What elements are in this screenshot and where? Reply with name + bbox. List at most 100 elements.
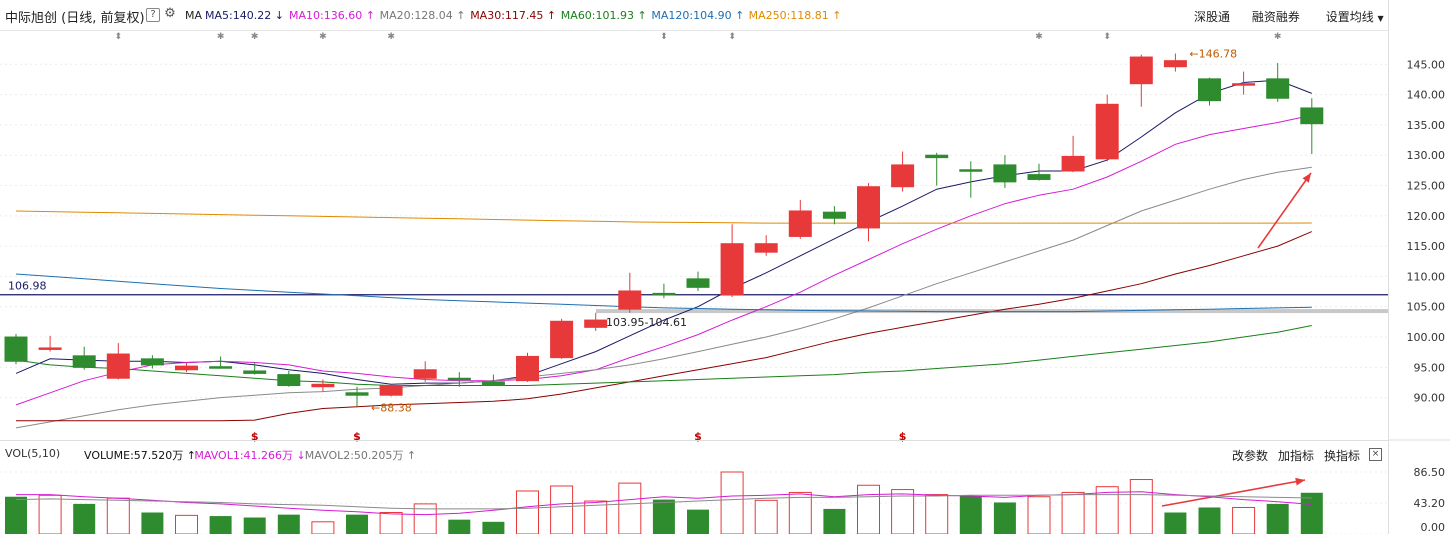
candle[interactable] xyxy=(618,272,642,313)
ma5-indicator: MA5:140.22 ↓ xyxy=(205,9,284,22)
chevron-down-icon: ▼ xyxy=(1377,14,1384,23)
dividend-marker[interactable]: $ xyxy=(899,430,907,443)
candle[interactable] xyxy=(1266,63,1290,102)
candle[interactable] xyxy=(243,362,267,375)
ma20-arrow-icon: ↑ xyxy=(452,9,466,22)
ma120-indicator: MA120:104.90 ↑ xyxy=(651,9,744,22)
hk-connect-button[interactable]: 深股通 xyxy=(1194,10,1231,24)
candle[interactable] xyxy=(1300,98,1324,154)
candle[interactable] xyxy=(788,200,812,239)
volume-bar xyxy=(413,503,437,534)
volume-bar xyxy=(482,521,505,534)
candle[interactable] xyxy=(413,361,437,382)
candle[interactable] xyxy=(925,152,949,186)
volume-bar xyxy=(823,508,846,534)
candle[interactable] xyxy=(277,370,301,387)
candle[interactable] xyxy=(891,151,915,192)
event-marker-top[interactable]: ⬍ xyxy=(1103,32,1111,42)
kline-chart[interactable]: 103.95-104.61 106.98 ←146.78 ←88.38 ⬍ ✱ ✱ ✱ ✱ ⬍ ⬍ ✱… xyxy=(0,0,1388,534)
close-icon[interactable]: × xyxy=(1369,448,1382,461)
candle[interactable] xyxy=(481,374,505,387)
price-mode: (日线, 前复权) xyxy=(61,11,145,26)
candle[interactable] xyxy=(584,312,608,331)
ma250-line xyxy=(15,210,1312,224)
ma120-value: MA120:104.90 xyxy=(651,9,732,22)
volume-bar xyxy=(1300,492,1323,534)
dividend-marker[interactable]: $ xyxy=(353,430,361,443)
candle[interactable] xyxy=(4,334,28,365)
ma-settings-button[interactable]: 设置均线 ▼ xyxy=(1326,10,1384,24)
candle[interactable] xyxy=(516,352,539,382)
candle[interactable] xyxy=(1027,163,1051,181)
candle[interactable] xyxy=(38,335,62,352)
volume-bar xyxy=(209,516,232,534)
candle[interactable] xyxy=(1129,54,1153,107)
candle[interactable] xyxy=(857,183,880,242)
candle[interactable] xyxy=(993,155,1017,188)
volume-bar xyxy=(1095,486,1119,534)
volume-bar xyxy=(652,499,675,534)
candle[interactable] xyxy=(209,356,233,369)
candle[interactable] xyxy=(1163,53,1187,72)
candle-body xyxy=(413,369,437,379)
volume-bar xyxy=(106,497,130,534)
candle-body xyxy=(481,381,505,387)
candle-body xyxy=(584,319,608,328)
candle[interactable] xyxy=(550,318,574,359)
event-marker-top[interactable]: ✱ xyxy=(251,32,259,42)
switch-indicator-button[interactable]: 换指标 xyxy=(1324,449,1361,463)
candle[interactable] xyxy=(1232,71,1256,95)
candle[interactable] xyxy=(447,372,471,387)
volume-bar xyxy=(1129,479,1153,534)
event-marker-top[interactable]: ✱ xyxy=(1035,32,1043,42)
add-indicator-button[interactable]: 加指标 xyxy=(1278,449,1315,463)
ma20-indicator: MA20:128.04 ↑ xyxy=(380,9,466,22)
event-marker-top[interactable]: ✱ xyxy=(217,32,225,42)
gear-icon[interactable]: ⚙ xyxy=(164,6,176,21)
event-marker-top[interactable]: ⬍ xyxy=(115,32,123,42)
mavol2-arrow-icon: ↑ xyxy=(403,449,417,462)
candle[interactable] xyxy=(175,362,198,373)
candle[interactable] xyxy=(106,343,130,380)
candle-body xyxy=(516,355,539,382)
candle[interactable] xyxy=(686,271,710,291)
dividend-marker[interactable]: $ xyxy=(694,430,702,443)
ma250-indicator: MA250:118.81 ↑ xyxy=(749,9,842,22)
event-marker-top[interactable]: ⬍ xyxy=(728,32,736,42)
mavol1-value: MAVOL1:41.266万 xyxy=(194,449,294,462)
candle[interactable] xyxy=(822,206,846,225)
candle[interactable] xyxy=(959,161,983,198)
event-marker-top[interactable]: ✱ xyxy=(319,32,327,42)
candle-body xyxy=(1266,78,1290,99)
event-marker-top[interactable]: ✱ xyxy=(1274,32,1282,42)
candle-body xyxy=(1232,83,1256,86)
candle-body xyxy=(652,292,676,296)
volume-value: VOLUME:57.520万 xyxy=(84,449,184,462)
candle[interactable] xyxy=(1095,94,1119,162)
ma5-arrow-icon: ↓ xyxy=(271,9,284,22)
mavol2-indicator: MAVOL2:50.205万 ↑ xyxy=(305,447,416,463)
event-marker-top[interactable]: ⬍ xyxy=(660,32,668,42)
candle-body xyxy=(72,355,96,368)
candle[interactable] xyxy=(1198,77,1221,106)
candle[interactable] xyxy=(754,235,778,256)
candle[interactable] xyxy=(140,355,164,369)
help-icon[interactable]: ? xyxy=(146,8,160,22)
dividend-marker[interactable]: $ xyxy=(251,430,259,443)
candle[interactable] xyxy=(311,379,335,392)
candle[interactable] xyxy=(379,384,403,397)
mavol1-indicator: MAVOL1:41.266万 ↓ xyxy=(194,447,305,463)
event-marker-top[interactable]: ✱ xyxy=(387,32,395,42)
candle[interactable] xyxy=(1061,135,1085,173)
candle[interactable] xyxy=(720,224,744,298)
candle-body xyxy=(1300,107,1324,125)
margin-trading-button[interactable]: 融资融券 xyxy=(1251,10,1300,24)
candle-body xyxy=(618,290,642,310)
change-params-button[interactable]: 改参数 xyxy=(1232,449,1269,463)
volume-bar xyxy=(720,471,744,534)
candle[interactable] xyxy=(652,283,676,299)
price-tick-label: 125.00 xyxy=(1407,180,1446,193)
candle[interactable] xyxy=(345,386,369,408)
candle[interactable] xyxy=(72,346,96,370)
volume-bar xyxy=(891,489,915,534)
